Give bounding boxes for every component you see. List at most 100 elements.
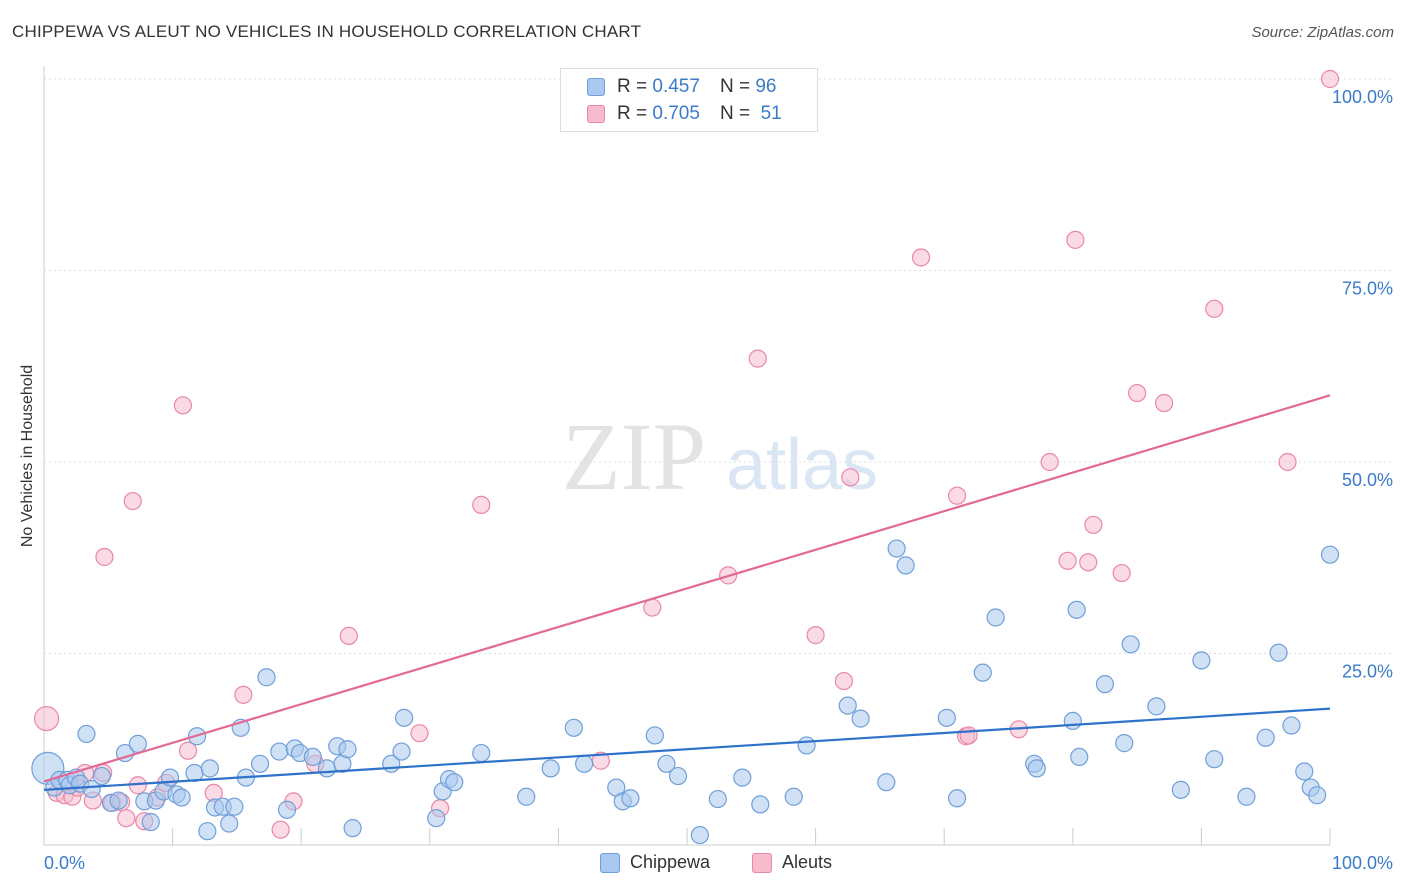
chippewa-point (657, 754, 676, 773)
legend-row-aleuts: R = 0.705 N = 51 (587, 102, 782, 126)
legend-n-label: N = (719, 103, 751, 124)
legend-r-value: 0.705 (652, 103, 700, 124)
chippewa-point (733, 768, 752, 787)
aleuts-point (959, 726, 978, 745)
chippewa-point (690, 825, 709, 845)
chippewa-point (1121, 635, 1140, 654)
chippewa-point (896, 556, 915, 575)
chippewa-point (172, 788, 191, 807)
chippewa-point (257, 668, 276, 687)
legend-r-label: R = (617, 76, 648, 97)
chippewa-point (200, 759, 219, 778)
legend-n-value: 96 (755, 76, 777, 97)
chippewa-point (82, 779, 101, 799)
legend-r-value: 0.457 (652, 76, 700, 97)
chippewa-point (427, 809, 446, 828)
watermark-zip: ZIP (562, 403, 706, 510)
chippewa-point (1256, 728, 1275, 747)
chippewa-trend-line (43, 707, 1331, 791)
aleuts-point (95, 547, 114, 567)
chippewa-point (1269, 643, 1288, 662)
chippewa-point (1070, 747, 1089, 767)
legend-n-value: 51 (760, 103, 782, 124)
x-tick-label: 0.0% (44, 853, 85, 873)
chippewa-point (877, 773, 896, 792)
chippewa-point (277, 800, 297, 819)
chippewa-point (128, 734, 147, 753)
legend-label-chippewa: Chippewa (630, 852, 711, 872)
chippewa-point (1027, 759, 1046, 778)
chippewa-point (784, 787, 803, 806)
legend-n-label: N = (719, 76, 751, 97)
chippewa-point (645, 726, 664, 745)
chippewa-point (1171, 780, 1190, 799)
chippewa-point (392, 742, 411, 761)
aleuts-point (472, 495, 491, 514)
trend-lines (43, 394, 1331, 791)
aleuts-point (1040, 452, 1059, 472)
stats-legend: R = 0.457 N = 96 R = 0.705 N = 51 (560, 68, 818, 132)
chippewa-point (343, 819, 362, 838)
y-tick-label: 75.0% (1342, 279, 1393, 299)
chippewa-point (887, 539, 906, 558)
chippewa-point (751, 795, 770, 814)
aleuts-point (1066, 230, 1085, 249)
chippewa-point (851, 709, 870, 728)
chippewa-point (668, 766, 688, 786)
chippewa-point (250, 754, 270, 773)
aleuts-point (834, 671, 853, 691)
chippewa-point (160, 768, 180, 787)
chippewa-point (1063, 711, 1082, 731)
aleuts-point (841, 468, 860, 487)
chippewa-point (109, 791, 128, 810)
aleuts-point (410, 724, 429, 743)
chippewa-point (77, 724, 96, 744)
chippewa-point (973, 663, 992, 682)
legend-item-chippewa[interactable]: Chippewa (600, 852, 710, 873)
chippewa-point (937, 708, 956, 727)
chippewa-point (541, 759, 560, 778)
chippewa-point (1308, 786, 1327, 805)
aleuts-point (1084, 515, 1103, 534)
chippewa-point (1095, 675, 1115, 694)
chippewa-point (1147, 697, 1166, 716)
chippewa-point (472, 743, 491, 763)
chippewa-point (838, 696, 857, 715)
aleuts-point (178, 741, 198, 760)
chippewa-swatch (587, 78, 605, 96)
chippewa-point (445, 773, 464, 792)
chippewa-point (198, 822, 217, 841)
source-label: Source: ZipAtlas.com (1251, 24, 1394, 41)
chippewa-point (317, 759, 337, 778)
aleuts-point (947, 486, 967, 505)
aleuts-point (806, 626, 825, 645)
aleuts-point (1278, 452, 1297, 472)
chippewa-points (31, 539, 1340, 845)
chippewa-point (797, 736, 816, 755)
legend-item-aleuts[interactable]: Aleuts (752, 852, 832, 873)
chippewa-point (92, 766, 111, 786)
chippewa-point (575, 754, 594, 773)
chippewa-point (220, 814, 239, 833)
chippewa-swatch (600, 852, 620, 873)
aleuts-point (271, 820, 290, 839)
chippewa-point (564, 718, 583, 737)
chart-title: CHIPPEWA VS ALEUT NO VEHICLES IN HOUSEHO… (12, 22, 642, 41)
chippewa-point (270, 742, 289, 761)
chippewa-point (708, 789, 727, 809)
aleuts-point (33, 706, 60, 732)
legend-r-label: R = (617, 103, 648, 124)
chippewa-point (517, 787, 536, 806)
chippewa-point (1237, 787, 1256, 806)
chippewa-point (225, 797, 244, 816)
watermark-atlas: atlas (726, 425, 878, 505)
aleuts-point (234, 685, 253, 704)
chippewa-point (1205, 750, 1224, 769)
y-tick-label: 50.0% (1342, 470, 1393, 490)
chippewa-point (1282, 716, 1301, 735)
aleuts-point (1205, 299, 1224, 318)
tick-labels: 25.0% 50.0% 75.0% 100.0% 0.0% 100.0% (44, 87, 1393, 873)
aleuts-point (1127, 383, 1147, 403)
aleuts-point (1079, 553, 1098, 572)
